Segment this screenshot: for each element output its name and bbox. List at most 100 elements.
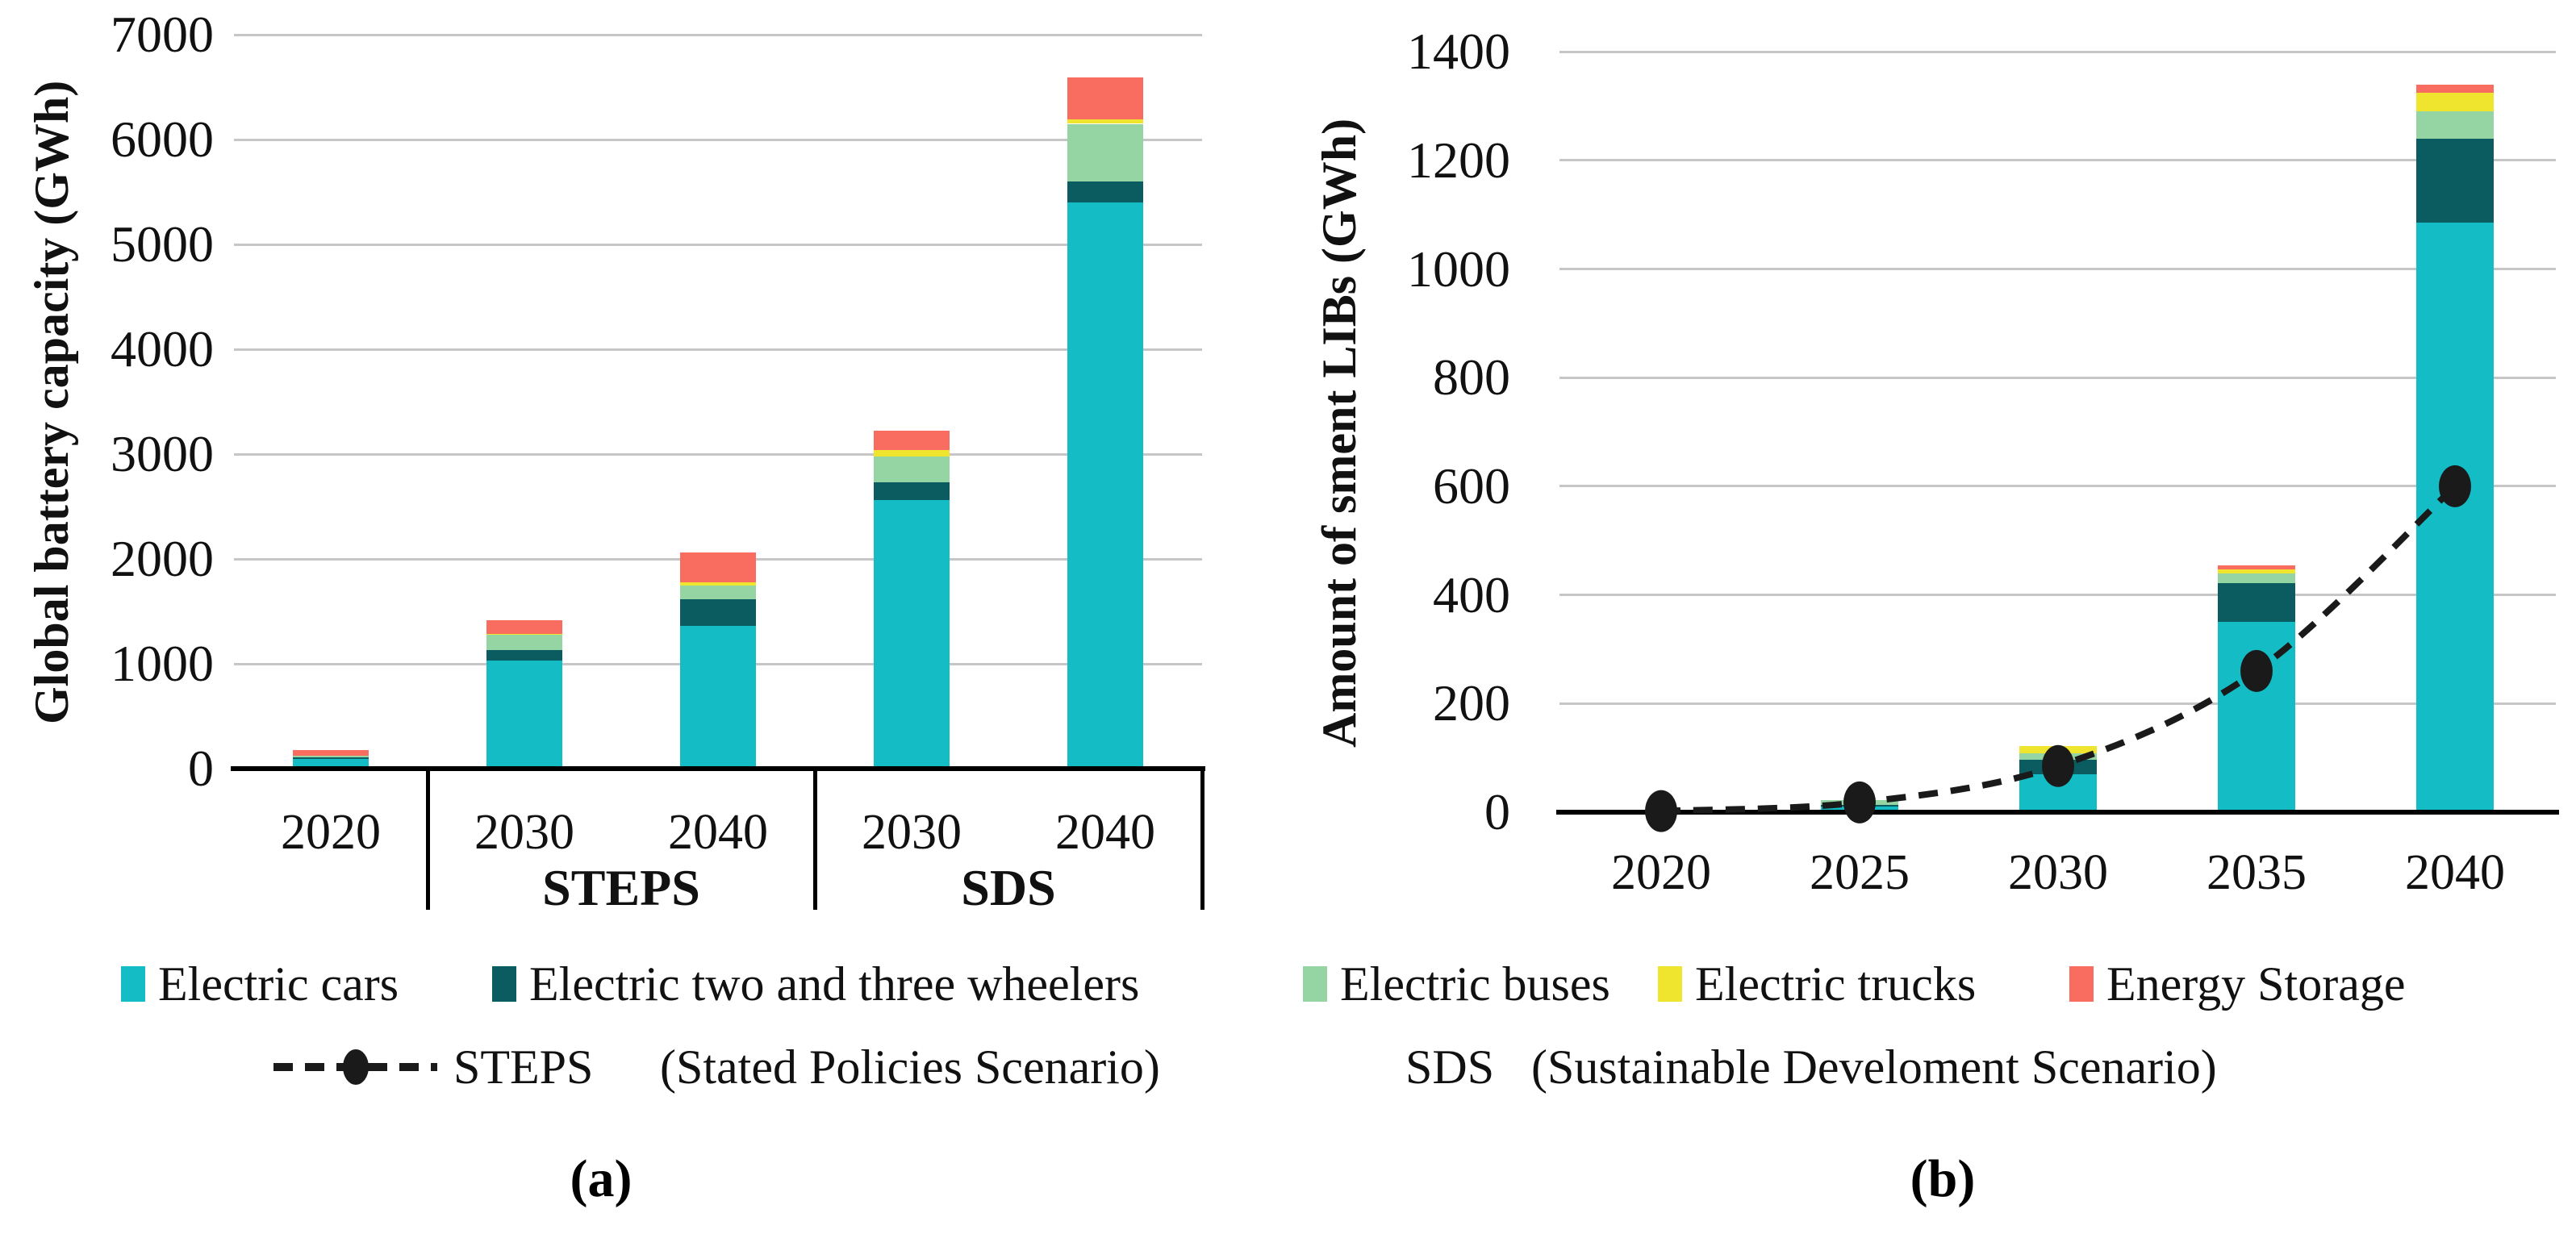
legend-steps-description: (Stated Policies Scenario) — [660, 1040, 1160, 1094]
x-tick-label: 2040 — [1055, 805, 1155, 860]
gridline — [234, 33, 1202, 36]
y-tick-label: 1000 — [1407, 240, 1510, 298]
legend-item-electric-buses: Electric buses — [1303, 956, 1610, 1012]
legend-swatch-icon — [121, 966, 145, 1002]
bar-segment-electric-two-and-three-wheelers — [2019, 759, 2097, 774]
legend-swatch-icon — [492, 966, 516, 1002]
bar-segment-electric-two-and-three-wheelers — [1067, 181, 1143, 202]
legend-item-electric-cars: Electric cars — [121, 956, 399, 1012]
gridline — [1559, 376, 2556, 379]
bar-segment-electric-buses — [1821, 800, 1898, 805]
y-tick-label: 3000 — [111, 425, 214, 482]
bar-segment-energy-storage — [486, 620, 562, 634]
y-tick-label: 1000 — [111, 635, 214, 692]
bar-segment-electric-cars — [680, 626, 756, 769]
legend-label: Energy Storage — [2106, 957, 2406, 1011]
gridline — [1559, 159, 2556, 162]
group-divider — [812, 766, 817, 910]
bar-segment-electric-buses — [1067, 123, 1143, 181]
bar-segment-electric-two-and-three-wheelers — [2218, 582, 2295, 623]
y-tick-label: 2000 — [111, 530, 214, 587]
bar-segment-electric-cars — [486, 661, 562, 769]
bar-segment-electric-buses — [2218, 573, 2295, 583]
bar-segment-electric-trucks — [680, 582, 756, 586]
gridline — [234, 138, 1202, 141]
gridline — [234, 348, 1202, 351]
bar-segment-electric-buses — [2416, 111, 2494, 139]
x-tick-label: 2030 — [474, 805, 574, 860]
gridline — [1559, 50, 2556, 53]
x-axis-line — [1556, 810, 2559, 815]
gridline — [1559, 268, 2556, 270]
bar-segment-electric-two-and-three-wheelers — [874, 482, 950, 501]
y-tick-label: 400 — [1433, 565, 1510, 623]
x-tick-label: 2040 — [2405, 845, 2505, 900]
group-divider — [425, 766, 430, 910]
bar-segment-electric-trucks — [1067, 119, 1143, 124]
y-tick-label: 1200 — [1407, 131, 1510, 189]
x-tick-label: 2020 — [281, 805, 381, 860]
y-tick-label: 5000 — [111, 215, 214, 273]
gridline — [234, 452, 1202, 456]
bar-segment-electric-trucks — [2019, 745, 2097, 754]
bar-segment-electric-two-and-three-wheelers — [2416, 138, 2494, 223]
bar-segment-electric-two-and-three-wheelers — [293, 757, 369, 759]
bar-segment-energy-storage — [1067, 77, 1143, 120]
bar-segment-electric-cars — [2019, 773, 2097, 812]
bar-segment-electric-trucks — [486, 633, 562, 636]
bar-segment-electric-cars — [874, 500, 950, 769]
bar-segment-electric-trucks — [2416, 92, 2494, 112]
bar-segment-energy-storage — [874, 430, 950, 450]
legend-swatch-icon — [1303, 966, 1327, 1002]
x-tick-label: 2030 — [2008, 845, 2108, 900]
x-tick-label: 2040 — [668, 805, 768, 860]
bar-segment-electric-trucks — [2218, 569, 2295, 573]
y-tick-label: 200 — [1433, 674, 1510, 732]
y-tick-label: 6000 — [111, 110, 214, 168]
bar-segment-electric-two-and-three-wheelers — [680, 599, 756, 627]
x-axis-line — [231, 766, 1205, 771]
x-tick-label: 2020 — [1611, 845, 1711, 900]
legend-swatch-icon — [2069, 966, 2094, 1002]
legend-item-energy-storage: Energy Storage — [2069, 956, 2405, 1012]
bar-segment-electric-buses — [2019, 753, 2097, 760]
bar-segment-electric-two-and-three-wheelers — [486, 650, 562, 661]
y-tick-label: 0 — [188, 740, 214, 797]
group-label-steps: STEPS — [542, 859, 700, 916]
gridline — [234, 243, 1202, 246]
gridline — [1559, 485, 2556, 488]
legend-swatch-icon — [1658, 966, 1682, 1002]
legend-sds-label: SDS — [1405, 1040, 1495, 1094]
y-tick-label: 1400 — [1407, 23, 1510, 81]
legend-label: Electric cars — [158, 957, 399, 1011]
legend-steps-label: STEPS — [453, 1040, 594, 1094]
panel-a-label: (a) — [570, 1149, 633, 1208]
bar-segment-electric-cars — [1067, 202, 1143, 769]
bar-segment-electric-buses — [680, 586, 756, 600]
y-tick-label: 600 — [1433, 456, 1510, 515]
bar-segment-energy-storage — [293, 750, 369, 756]
bar-segment-electric-trucks — [874, 449, 950, 456]
x-tick-label: 2030 — [862, 805, 962, 860]
y-tick-label: 7000 — [111, 6, 214, 63]
x-tick-label: 2025 — [1810, 845, 1910, 900]
legend-label: Electric buses — [1340, 957, 1610, 1011]
y-tick-label: 800 — [1433, 348, 1510, 406]
legend-label: Electric two and three wheelers — [529, 957, 1140, 1011]
group-label-sds: SDS — [961, 859, 1056, 916]
bar-segment-electric-two-and-three-wheelers — [1821, 804, 1898, 807]
bar-segment-electric-cars — [293, 758, 369, 769]
gridline — [1559, 594, 2556, 597]
bar-segment-electric-buses — [486, 635, 562, 651]
panel-b-label: (b) — [1910, 1149, 1976, 1208]
legend-label: Electric trucks — [1695, 957, 1977, 1011]
x-tick-label: 2035 — [2207, 845, 2307, 900]
bar-segment-electric-buses — [293, 755, 369, 757]
bar-segment-electric-cars — [2416, 223, 2494, 812]
legend-sds-description: (Sustainable Develoment Scenario) — [1531, 1040, 2217, 1094]
bar-segment-electric-buses — [874, 456, 950, 483]
gridline — [1559, 702, 2556, 705]
legend-item-electric-two-and-three-wheelers: Electric two and three wheelers — [492, 956, 1139, 1012]
y-tick-label: 4000 — [111, 320, 214, 377]
